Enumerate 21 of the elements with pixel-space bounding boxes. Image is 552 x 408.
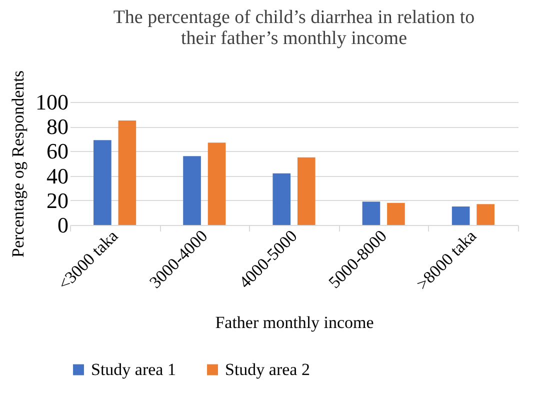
bar — [272, 173, 291, 225]
bar — [208, 142, 226, 225]
bar — [118, 120, 136, 225]
bar — [387, 202, 405, 225]
y-tick-label: 40 — [46, 163, 68, 188]
y-tick-label: 80 — [46, 114, 68, 140]
y-tick-label: 60 — [46, 138, 68, 164]
bar — [476, 204, 494, 225]
bar — [362, 202, 380, 225]
chart-title: The percentage of child’s diarrhea in relation to their father’s monthly income — [113, 7, 475, 50]
bar — [297, 157, 316, 225]
y-axis-title: Percentage og Respondents — [8, 70, 28, 258]
bar — [94, 140, 112, 225]
bar — [452, 206, 470, 225]
legend-label: Study area 1 — [91, 360, 176, 379]
y-tick-label: 100 — [36, 90, 68, 114]
bar — [183, 156, 201, 225]
y-tick-label: 0 — [58, 212, 68, 238]
y-tick-label: 20 — [46, 188, 68, 213]
x-axis-title: Father monthly income — [215, 313, 374, 332]
legend-label: Study area 2 — [225, 360, 310, 379]
